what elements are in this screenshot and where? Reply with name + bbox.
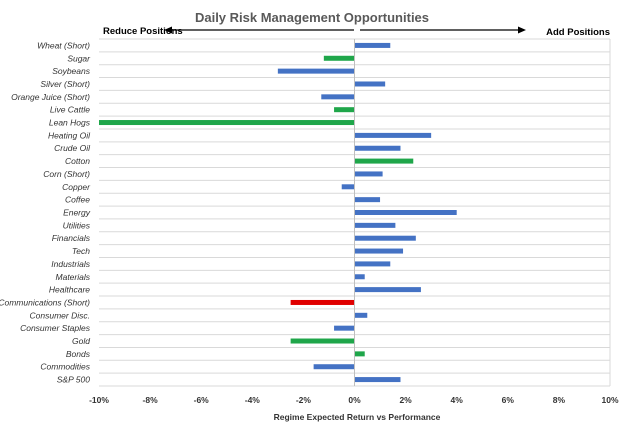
- bar: [354, 42, 391, 48]
- bar: [354, 312, 368, 318]
- category-label: Energy: [63, 208, 91, 218]
- bar: [334, 325, 355, 331]
- bar: [354, 377, 401, 383]
- x-tick-label: 10%: [601, 395, 618, 405]
- category-label: Soybeans: [52, 66, 91, 76]
- bar: [354, 171, 383, 177]
- reduce-positions-label: Reduce Positions: [103, 26, 183, 37]
- bar: [290, 338, 355, 344]
- category-label: Crude Oil: [54, 143, 91, 153]
- x-tick-label: 6%: [502, 395, 515, 405]
- category-label: Financials: [52, 233, 91, 243]
- x-tick-label: -8%: [143, 395, 159, 405]
- category-label: Lean Hogs: [49, 118, 91, 128]
- category-label: Heating Oil: [48, 130, 91, 140]
- bar: [313, 364, 355, 370]
- x-tick-label: 0%: [348, 395, 361, 405]
- bar: [354, 351, 365, 357]
- category-label: Copper: [62, 182, 91, 192]
- category-label: Consumer Staples: [20, 323, 91, 333]
- bar: [354, 132, 432, 138]
- category-label: Bonds: [66, 349, 91, 359]
- bar: [354, 248, 404, 254]
- category-label: Industrials: [51, 259, 90, 269]
- bar: [334, 107, 355, 113]
- category-label: Sugar: [67, 53, 91, 63]
- bar: [277, 68, 355, 74]
- bar: [354, 287, 421, 293]
- category-label: Consumer Disc.: [30, 310, 90, 320]
- bar: [290, 299, 355, 305]
- x-tick-label: 8%: [553, 395, 566, 405]
- bar: [354, 197, 381, 203]
- x-tick-label: 4%: [451, 395, 464, 405]
- right-arrow: [360, 26, 526, 34]
- bar: [354, 261, 391, 267]
- add-positions-label: Add Positions: [546, 27, 610, 38]
- category-labels: Wheat (Short) Sugar Soybeans Silver (Short)…: [0, 40, 91, 384]
- bar: [354, 210, 457, 215]
- category-label: Tech: [72, 246, 90, 256]
- category-label: Corn (Short): [43, 169, 90, 179]
- bar: [341, 184, 355, 190]
- category-label: Coffee: [65, 195, 90, 205]
- category-label: Commodities: [40, 362, 90, 372]
- x-tick-label: -6%: [194, 395, 210, 405]
- category-label: Orange Juice (Short): [11, 92, 90, 102]
- chart-title: Daily Risk Management Opportunities: [195, 10, 429, 25]
- bar: [354, 222, 396, 228]
- bar: [354, 81, 386, 87]
- category-label: Gold: [72, 336, 90, 346]
- category-label: Wheat (Short): [37, 40, 90, 50]
- bar: [354, 145, 401, 151]
- bar: [354, 235, 416, 241]
- x-tick-labels: -10% -8% -6% -4% -2% 0% 2% 4% 6% 8% 10%: [89, 395, 619, 405]
- category-label: Silver (Short): [40, 79, 90, 89]
- x-tick-label: -4%: [245, 395, 261, 405]
- bars: [99, 39, 457, 386]
- bar: [323, 55, 355, 61]
- category-label: Live Cattle: [50, 105, 90, 115]
- x-tick-label: 2%: [399, 395, 412, 405]
- x-tick-label: -10%: [89, 395, 109, 405]
- category-label: S&P 500: [57, 375, 91, 385]
- category-label: Healthcare: [49, 285, 90, 295]
- bar: [354, 274, 365, 280]
- x-tick-label: -2%: [296, 395, 312, 405]
- category-label: Utilities: [63, 220, 91, 230]
- category-label: Communications (Short): [0, 297, 90, 307]
- bar: [354, 158, 414, 164]
- x-axis-title: Regime Expected Return vs Performance: [274, 412, 441, 422]
- category-label: Cotton: [65, 156, 90, 166]
- left-arrow: [164, 26, 354, 34]
- bar: [321, 94, 355, 100]
- category-label: Materials: [56, 272, 91, 282]
- bar: [99, 120, 355, 126]
